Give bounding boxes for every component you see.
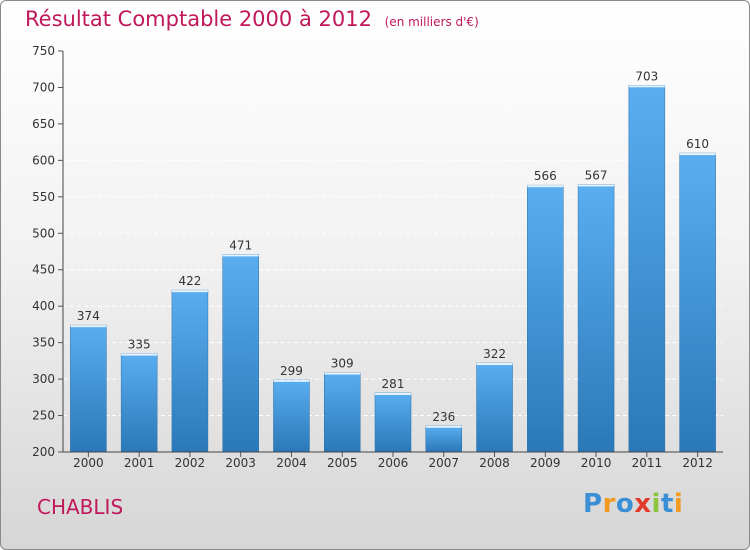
y-tick-label: 450 — [32, 263, 55, 277]
grid-lines — [63, 50, 723, 453]
x-tick-label-2008: 2008 — [479, 456, 510, 470]
unit-label: (en milliers d'€) — [384, 15, 479, 29]
axes — [62, 51, 723, 453]
data-label-2003: 471 — [229, 238, 252, 252]
y-tick-label: 650 — [32, 117, 55, 131]
bar-2008[interactable] — [476, 362, 513, 453]
y-tick-label: 700 — [32, 80, 55, 94]
y-tick-label: 300 — [32, 372, 55, 386]
bar-2003[interactable] — [222, 254, 259, 453]
x-tick-label-2001: 2001 — [124, 456, 155, 470]
y-tick-label: 250 — [32, 409, 55, 423]
data-labels-group: 374 335 422 471 299 309 281 236 322 566 567 703 610 — [77, 69, 709, 423]
bar-highlight — [578, 184, 615, 187]
bar-highlight — [375, 392, 411, 395]
y-tick-label: 200 — [32, 445, 55, 459]
x-tick-label-2012: 2012 — [682, 456, 713, 470]
bar-highlight — [171, 290, 208, 293]
data-label-2007: 236 — [432, 410, 455, 424]
chart-title: Résultat Comptable 2000 à 2012 (en milli… — [25, 7, 479, 31]
bar-highlight — [425, 425, 462, 428]
bar-highlight — [476, 363, 513, 366]
bar-highlight — [527, 185, 564, 188]
data-label-2008: 322 — [483, 347, 506, 361]
x-tick-label-2006: 2006 — [378, 456, 409, 470]
bar-2000[interactable] — [70, 324, 107, 453]
data-label-2005: 309 — [331, 357, 354, 371]
data-label-2010: 567 — [585, 168, 608, 182]
bar-highlight — [222, 254, 259, 257]
bar-2001[interactable] — [120, 353, 158, 453]
y-tick-label: 400 — [32, 299, 55, 313]
y-tick-label: 750 — [32, 44, 55, 58]
y-tick-label: 500 — [32, 226, 55, 240]
bar-2009[interactable] — [527, 184, 564, 453]
data-label-2001: 335 — [128, 338, 151, 352]
x-tick-label-2010: 2010 — [581, 456, 612, 470]
bar-highlight — [628, 85, 665, 88]
x-tick-label-2007: 2007 — [428, 456, 459, 470]
y-tick-label: 350 — [32, 336, 55, 350]
x-axis-ticks: 2000 2001 2002 2003 2004 2005 2006 2007 2008 2009… — [73, 452, 713, 470]
data-label-2004: 299 — [280, 364, 303, 378]
x-tick-label-2004: 2004 — [276, 456, 307, 470]
bar-highlight — [70, 325, 107, 328]
bar-2007[interactable] — [425, 425, 463, 453]
x-tick-label-2002: 2002 — [175, 456, 206, 470]
bar-2004[interactable] — [273, 379, 310, 453]
x-tick-label-2000: 2000 — [73, 456, 104, 470]
bar-highlight — [679, 153, 716, 156]
data-label-2002: 422 — [178, 274, 201, 288]
bars-group — [70, 85, 716, 453]
x-tick-label-2003: 2003 — [225, 456, 256, 470]
title-text: Résultat Comptable 2000 à 2012 — [25, 7, 372, 31]
bar-2005[interactable] — [323, 372, 361, 453]
proxiti-logo[interactable]: Proxiti — [583, 489, 684, 519]
data-label-2000: 374 — [77, 309, 100, 323]
bar-highlight — [121, 353, 158, 356]
x-tick-label-2005: 2005 — [327, 456, 358, 470]
bar-2010[interactable] — [577, 184, 615, 453]
data-label-2009: 566 — [534, 169, 557, 183]
bar-highlight — [273, 379, 310, 382]
y-tick-label: 600 — [32, 153, 55, 167]
y-tick-label: 550 — [32, 190, 55, 204]
bar-2011[interactable] — [628, 85, 666, 453]
x-tick-label-2009: 2009 — [530, 456, 561, 470]
bar-2012[interactable] — [679, 152, 716, 453]
commune-name: CHABLIS — [37, 495, 124, 519]
x-tick-label-2011: 2011 — [632, 456, 663, 470]
data-label-2006: 281 — [382, 377, 405, 391]
bar-2002[interactable] — [171, 289, 209, 453]
bar-highlight — [324, 372, 361, 375]
data-label-2011: 703 — [635, 69, 658, 83]
bar-2006[interactable] — [374, 392, 412, 453]
data-label-2012: 610 — [686, 137, 709, 151]
y-axis-ticks: 200 250 300 350 400 450 500 550 600 650 700 750 — [32, 44, 63, 459]
